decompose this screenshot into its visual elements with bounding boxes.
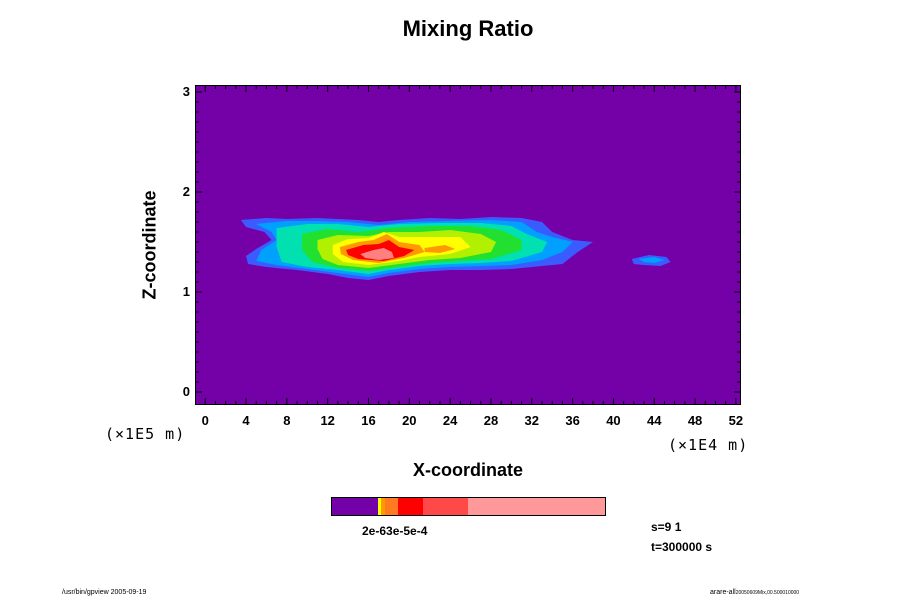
contour-level-1-part-1 bbox=[638, 257, 665, 263]
step-label: s=9 1 bbox=[651, 520, 682, 534]
x-tick-label: 44 bbox=[647, 413, 662, 428]
footer-file-name: arare-all bbox=[710, 589, 736, 596]
x-tick-label: 12 bbox=[320, 413, 335, 428]
x-tick-label: 36 bbox=[565, 413, 580, 428]
contour-level-8-part-0 bbox=[360, 248, 394, 260]
y-tick-label: 0 bbox=[182, 384, 190, 399]
footer-file-sub: 20050609Mix,00.500010000 bbox=[735, 590, 800, 596]
x-unit-label: (×1E4 m) bbox=[668, 436, 749, 454]
colorbar-label: 2e-63e-5e-4 bbox=[362, 524, 428, 538]
x-tick-label: 20 bbox=[402, 413, 417, 428]
colorbar-segment bbox=[384, 498, 399, 515]
contour-level-6-part-1 bbox=[424, 245, 456, 253]
colorbar-segment bbox=[380, 498, 385, 515]
x-tick-label: 28 bbox=[483, 413, 499, 428]
x-tick-label: 0 bbox=[201, 413, 209, 428]
x-tick-label: 8 bbox=[283, 413, 291, 428]
x-tick-label: 24 bbox=[442, 413, 458, 428]
y-tick-label: 2 bbox=[182, 184, 190, 199]
plot-area bbox=[195, 85, 741, 405]
chart-title: Mixing Ratio bbox=[402, 16, 534, 41]
x-tick-label: 40 bbox=[606, 413, 621, 428]
y-tick-label: 1 bbox=[182, 284, 190, 299]
y-unit-label: (×1E5 m) bbox=[105, 425, 186, 443]
x-tick-label: 32 bbox=[524, 413, 540, 428]
x-tick-label: 16 bbox=[361, 413, 376, 428]
x-tick-label: 48 bbox=[687, 413, 703, 428]
colorbar-segment bbox=[377, 498, 381, 515]
x-tick-label: 52 bbox=[728, 413, 744, 428]
time-label: t=300000 s bbox=[651, 540, 713, 554]
x-tick-label: 4 bbox=[242, 413, 250, 428]
footer-file: arare-all20050609Mix,00.500010000 bbox=[710, 589, 799, 596]
x-axis-label: X-coordinate bbox=[412, 460, 523, 480]
colorbar-segment bbox=[422, 498, 469, 515]
colorbar-segment bbox=[468, 498, 605, 515]
footer-program: /usr/bin/gpview 2005-09-19 bbox=[62, 589, 147, 596]
colorbar-segment bbox=[398, 498, 423, 515]
y-tick-label: 3 bbox=[182, 84, 190, 99]
colorbar-segment bbox=[332, 498, 378, 515]
colorbar bbox=[331, 497, 606, 516]
y-axis-label: Z-coordinate bbox=[139, 190, 160, 300]
